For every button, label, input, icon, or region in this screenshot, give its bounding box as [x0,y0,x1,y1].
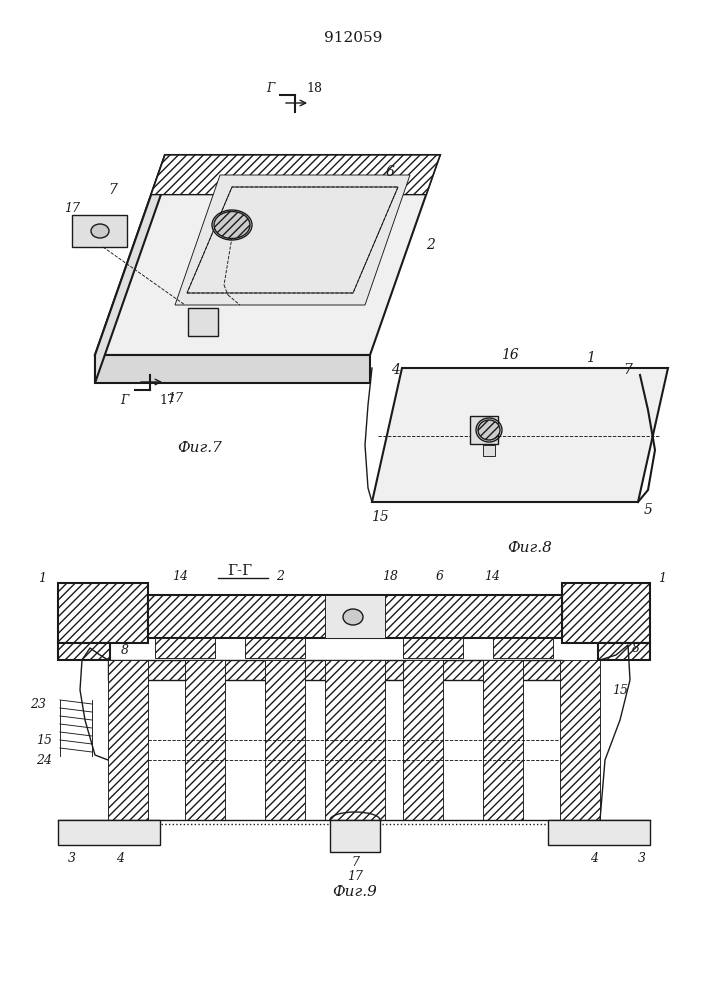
Text: 2: 2 [276,570,284,582]
Ellipse shape [343,609,363,625]
Text: 6: 6 [436,570,444,582]
Polygon shape [188,308,218,336]
Polygon shape [95,355,370,383]
Text: 16: 16 [501,348,519,362]
Text: 14: 14 [172,570,188,582]
Text: 5: 5 [643,503,653,517]
Text: 1: 1 [585,351,595,365]
Text: 7: 7 [109,183,117,197]
Text: 14: 14 [484,570,500,582]
Text: 4: 4 [116,852,124,864]
Text: 17: 17 [64,202,80,215]
Text: 17: 17 [159,393,175,406]
Polygon shape [470,416,498,444]
Text: 912059: 912059 [324,31,382,45]
Polygon shape [325,595,385,638]
Polygon shape [58,643,110,660]
Polygon shape [175,175,410,305]
Ellipse shape [91,224,109,238]
Polygon shape [483,445,495,456]
Polygon shape [58,820,160,845]
Polygon shape [562,583,650,643]
Text: 3: 3 [638,852,646,864]
Text: 18: 18 [306,82,322,95]
Text: 17: 17 [167,391,183,404]
Polygon shape [58,583,148,643]
Text: 1: 1 [38,572,46,584]
Text: Фиг.7: Фиг.7 [177,441,223,455]
Polygon shape [330,820,380,852]
Text: 7: 7 [624,363,633,377]
Ellipse shape [478,420,500,440]
Polygon shape [598,643,650,660]
Polygon shape [155,638,215,658]
Polygon shape [151,155,440,195]
Polygon shape [245,638,305,658]
Text: 24: 24 [36,754,52,766]
Text: 15: 15 [371,510,389,524]
Polygon shape [108,660,562,680]
Text: 1: 1 [658,572,666,584]
Text: 7: 7 [351,856,359,868]
Polygon shape [403,660,443,820]
Polygon shape [372,368,668,502]
Text: Г: Г [266,82,274,95]
Polygon shape [548,820,650,845]
Polygon shape [403,638,463,658]
Polygon shape [560,660,600,820]
Polygon shape [483,660,523,820]
Text: Фиг.8: Фиг.8 [508,541,552,555]
Text: 3: 3 [68,852,76,864]
Polygon shape [185,660,225,820]
Polygon shape [72,215,127,247]
Text: 8: 8 [632,642,640,654]
Text: 4: 4 [390,363,399,377]
Polygon shape [95,155,440,355]
Text: 23: 23 [30,698,46,712]
Text: 15: 15 [36,734,52,746]
Polygon shape [95,155,165,383]
Text: 4: 4 [590,852,598,864]
Polygon shape [148,595,562,638]
Text: 8: 8 [121,644,129,656]
Polygon shape [108,660,148,820]
Text: 18: 18 [382,570,398,582]
Text: Фиг.9: Фиг.9 [332,885,378,899]
Ellipse shape [214,212,250,238]
Text: Г: Г [120,393,128,406]
Polygon shape [325,660,385,820]
Text: 2: 2 [426,238,434,252]
Text: 15: 15 [612,684,628,696]
Polygon shape [493,638,553,658]
Polygon shape [265,660,305,820]
Text: 17: 17 [347,869,363,882]
Text: 6: 6 [385,165,395,179]
Text: Г-Г: Г-Г [228,564,252,578]
